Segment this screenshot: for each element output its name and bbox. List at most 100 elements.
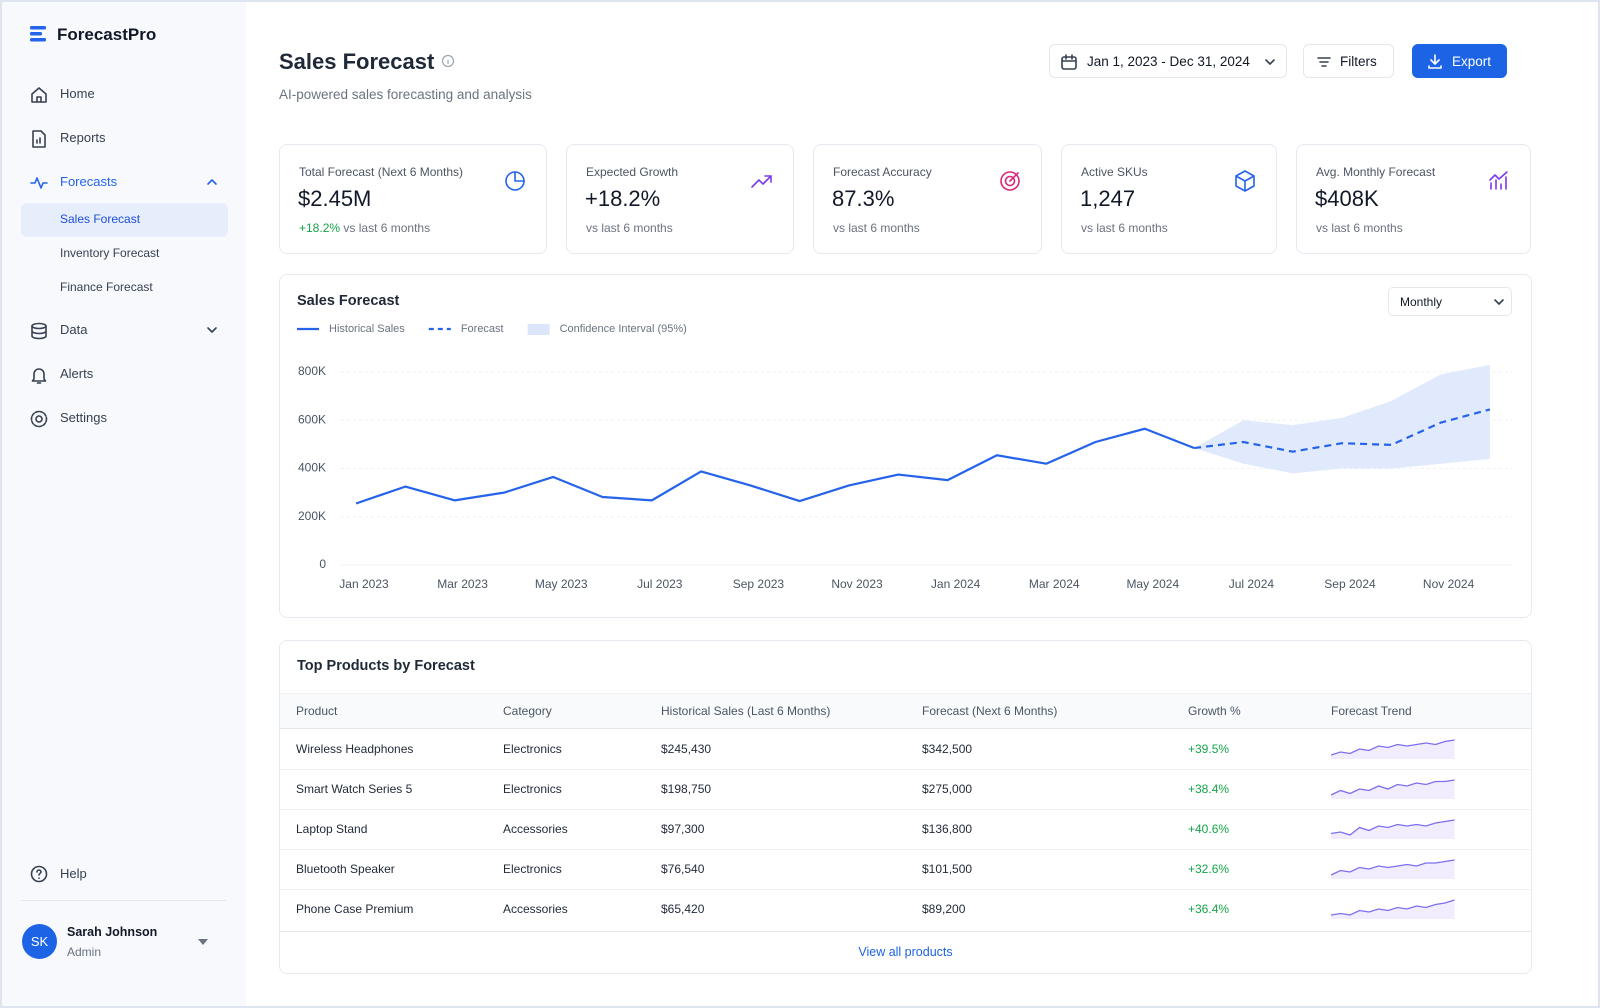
kpi-value: $408K bbox=[1315, 186, 1379, 211]
subnav-item[interactable]: Sales Forecast bbox=[60, 212, 141, 226]
export-text: Export bbox=[1452, 54, 1492, 69]
nav-icon-part bbox=[31, 322, 47, 330]
series-line bbox=[1193, 408, 1491, 453]
brand-name: ForecastPro bbox=[57, 25, 157, 44]
nav-item[interactable]: Alerts bbox=[60, 366, 94, 381]
help-icon-part bbox=[30, 865, 48, 883]
nav-icon-part bbox=[31, 368, 47, 382]
nav-active-bg bbox=[21, 203, 228, 237]
nav-chevron bbox=[207, 327, 217, 333]
nav-icon-part bbox=[30, 410, 48, 428]
subnav-item[interactable]: Inventory Forecast bbox=[60, 246, 160, 260]
table-title: Top Products by Forecast bbox=[297, 658, 475, 674]
nav-item[interactable]: Forecasts bbox=[60, 174, 118, 189]
nav-item[interactable]: Settings bbox=[60, 410, 107, 425]
x-tick-label: Jan 2024 bbox=[931, 577, 981, 591]
filters-text: Filters bbox=[1340, 54, 1377, 69]
sparkline-part bbox=[1331, 899, 1455, 916]
series-line bbox=[355, 427, 1195, 505]
nav-item[interactable]: Home bbox=[60, 86, 95, 101]
table-cell: $275,000 bbox=[922, 782, 973, 796]
kpi-label: Forecast Accuracy bbox=[833, 165, 932, 179]
kpi-value: 87.3% bbox=[832, 186, 895, 211]
kpi-icon bbox=[1235, 170, 1255, 192]
kpi-card: Avg. Monthly Forecast $408K vs last 6 mont… bbox=[1296, 144, 1531, 254]
table-cell: $76,540 bbox=[661, 862, 705, 876]
kpi-icon-part bbox=[1000, 171, 1020, 191]
export-button[interactable]: Export bbox=[1412, 44, 1507, 78]
kpi-icon-part bbox=[1235, 170, 1255, 192]
subnav-item[interactable]: Finance Forecast bbox=[60, 280, 153, 294]
nav-icon-part bbox=[36, 96, 42, 103]
nav-chevron-part bbox=[207, 179, 217, 185]
filters-button[interactable]: Filters bbox=[1303, 44, 1394, 78]
kpi-note: vs last 6 months bbox=[1316, 221, 1403, 235]
table-cell: +36.4% bbox=[1188, 902, 1230, 916]
help-icon-part bbox=[36, 869, 42, 879]
column-header: Category bbox=[503, 704, 552, 718]
date-range-text: Jan 1, 2023 - Dec 31, 2024 bbox=[1087, 54, 1250, 69]
table-cell: Accessories bbox=[503, 902, 568, 916]
user-name: Sarah Johnson bbox=[67, 925, 158, 939]
period-select[interactable]: Monthly bbox=[1388, 287, 1512, 316]
help-link[interactable]: Help bbox=[60, 866, 87, 881]
table-footer-divider bbox=[280, 931, 1531, 932]
brand-logo bbox=[30, 26, 46, 42]
kpi-label: Expected Growth bbox=[586, 165, 679, 179]
kpi-value: 1,247 bbox=[1080, 186, 1136, 211]
date-range-picker[interactable]: Jan 1, 2023 - Dec 31, 2024 bbox=[1049, 44, 1287, 78]
calendar-icon-part bbox=[1061, 54, 1077, 62]
sparkline-part bbox=[1331, 859, 1455, 876]
legend-label: Confidence Interval (95%) bbox=[560, 323, 687, 335]
table-cell: Electronics bbox=[503, 742, 562, 756]
chart-card: Sales Forecast Monthly 0 200K 400K 600K 800K Ja… bbox=[279, 274, 1532, 618]
kpi-note: vs last 6 months bbox=[1081, 221, 1168, 235]
sparkline bbox=[1331, 899, 1455, 919]
legend-label: Historical Sales bbox=[329, 323, 405, 335]
kpi-icon bbox=[1000, 171, 1020, 191]
view-all-link[interactable]: View all products bbox=[858, 945, 953, 959]
y-tick-label: 800K bbox=[298, 364, 326, 378]
kpi-icon-part bbox=[1004, 175, 1016, 187]
x-tick-label: Sep 2024 bbox=[1324, 577, 1376, 591]
legend-swatch bbox=[527, 324, 550, 335]
kpi-icon-part bbox=[514, 171, 525, 182]
sparkline-part bbox=[1331, 739, 1455, 756]
kpi-icon bbox=[505, 171, 525, 191]
row-divider bbox=[280, 849, 1531, 850]
x-tick-label: Nov 2023 bbox=[831, 577, 883, 591]
kpi-note-text: vs last 6 months bbox=[586, 221, 673, 235]
nav-icon bbox=[32, 130, 46, 148]
kpi-icon-part bbox=[1489, 171, 1508, 190]
nav-item[interactable]: Reports bbox=[60, 130, 106, 145]
nav-item[interactable]: Data bbox=[60, 322, 88, 337]
kpi-change: +18.2% bbox=[299, 221, 341, 235]
nav-icon-part bbox=[31, 87, 47, 103]
table-cell: Accessories bbox=[503, 822, 568, 836]
column-header: Forecast Trend bbox=[1331, 704, 1412, 718]
help-icon bbox=[30, 865, 48, 883]
table-header-bg bbox=[280, 693, 1531, 729]
table-cell: +38.4% bbox=[1188, 782, 1230, 796]
table-cell: $198,750 bbox=[661, 782, 712, 796]
sparkline-part bbox=[1331, 740, 1455, 759]
table-card: Top Products by Forecast Product Category H… bbox=[279, 640, 1532, 974]
x-tick-label: Jan 2023 bbox=[339, 577, 389, 591]
download-icon-part bbox=[1428, 54, 1442, 69]
y-tick-label: 400K bbox=[298, 461, 326, 475]
nav-icon-part bbox=[31, 325, 47, 340]
kpi-card: Active SKUs 1,247 vs last 6 months bbox=[1061, 144, 1277, 254]
kpi-note: +18.2% vs last 6 months bbox=[299, 221, 430, 235]
sparkline-part bbox=[1331, 860, 1455, 879]
period-chevron-part bbox=[1494, 299, 1504, 305]
nav-icon bbox=[30, 177, 48, 189]
chart-title: Sales Forecast bbox=[297, 293, 400, 309]
sparkline bbox=[1331, 739, 1455, 759]
sparkline-part bbox=[1331, 820, 1455, 839]
table-cell: $89,200 bbox=[922, 902, 966, 916]
kpi-card: Total Forecast (Next 6 Months) $2.45M +18.… bbox=[279, 144, 547, 254]
table-cell: Electronics bbox=[503, 862, 562, 876]
table-cell: Laptop Stand bbox=[296, 822, 368, 836]
nav-chevron-part bbox=[207, 327, 217, 333]
kpi-card: Expected Growth +18.2% vs last 6 months bbox=[566, 144, 794, 254]
